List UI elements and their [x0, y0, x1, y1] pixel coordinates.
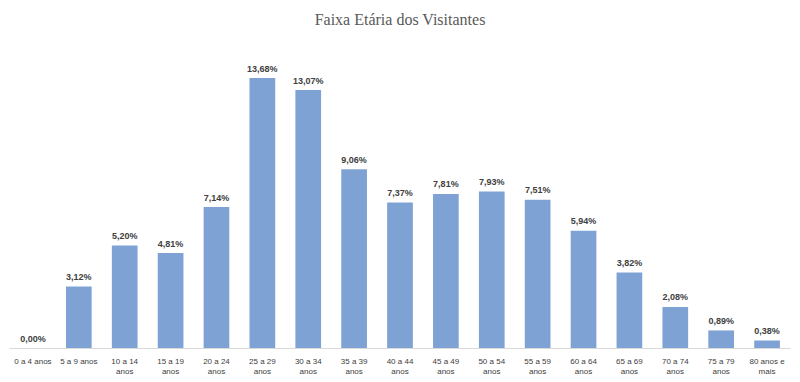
svg-text:70 a 74: 70 a 74: [662, 357, 689, 366]
svg-text:anos: anos: [712, 367, 729, 376]
svg-text:10 a 14: 10 a 14: [111, 357, 138, 366]
svg-text:5,20%: 5,20%: [112, 231, 138, 241]
svg-text:13,07%: 13,07%: [293, 76, 324, 86]
svg-text:anos: anos: [529, 367, 546, 376]
svg-text:25 a 29: 25 a 29: [249, 357, 276, 366]
svg-text:30 a 34: 30 a 34: [295, 357, 322, 366]
svg-text:anos: anos: [345, 367, 362, 376]
svg-text:Faixa Etária dos Visitantes: Faixa Etária dos Visitantes: [315, 11, 486, 28]
svg-text:anos: anos: [300, 367, 317, 376]
svg-text:60 a 64: 60 a 64: [570, 357, 597, 366]
svg-text:5 a 9 anos: 5 a 9 anos: [60, 357, 97, 366]
svg-text:0,00%: 0,00%: [20, 334, 46, 344]
svg-text:2,08%: 2,08%: [663, 292, 689, 302]
svg-text:anos: anos: [208, 367, 225, 376]
svg-text:5,94%: 5,94%: [571, 216, 597, 226]
svg-text:40 a 44: 40 a 44: [387, 357, 414, 366]
svg-text:65 a 69: 65 a 69: [616, 357, 643, 366]
svg-text:anos: anos: [621, 367, 638, 376]
svg-text:3,12%: 3,12%: [66, 272, 92, 282]
svg-text:anos: anos: [391, 367, 408, 376]
svg-text:7,37%: 7,37%: [387, 188, 413, 198]
svg-text:anos: anos: [667, 367, 684, 376]
svg-text:0,38%: 0,38%: [754, 326, 780, 336]
svg-text:anos: anos: [437, 367, 454, 376]
svg-text:80 anos e: 80 anos e: [749, 357, 785, 366]
svg-text:55 a 59: 55 a 59: [524, 357, 551, 366]
svg-text:anos: anos: [575, 367, 592, 376]
svg-text:7,14%: 7,14%: [204, 193, 230, 203]
svg-text:anos: anos: [116, 367, 133, 376]
svg-text:0 a 4 anos: 0 a 4 anos: [14, 357, 51, 366]
svg-text:9,06%: 9,06%: [341, 155, 367, 165]
svg-text:4,81%: 4,81%: [158, 239, 184, 249]
svg-text:35 a 39: 35 a 39: [341, 357, 368, 366]
svg-text:anos: anos: [254, 367, 271, 376]
svg-text:mais: mais: [759, 367, 776, 376]
svg-text:13,68%: 13,68%: [247, 64, 278, 74]
svg-text:15 a 19: 15 a 19: [157, 357, 184, 366]
svg-text:0,89%: 0,89%: [708, 316, 734, 326]
svg-text:7,93%: 7,93%: [479, 177, 505, 187]
svg-text:50 a 54: 50 a 54: [478, 357, 505, 366]
svg-text:anos: anos: [483, 367, 500, 376]
svg-text:45 a 49: 45 a 49: [433, 357, 460, 366]
svg-text:3,82%: 3,82%: [617, 258, 643, 268]
svg-text:20 a 24: 20 a 24: [203, 357, 230, 366]
svg-text:anos: anos: [162, 367, 179, 376]
svg-text:7,81%: 7,81%: [433, 179, 459, 189]
svg-text:7,51%: 7,51%: [525, 185, 551, 195]
svg-text:75 a 79: 75 a 79: [708, 357, 735, 366]
